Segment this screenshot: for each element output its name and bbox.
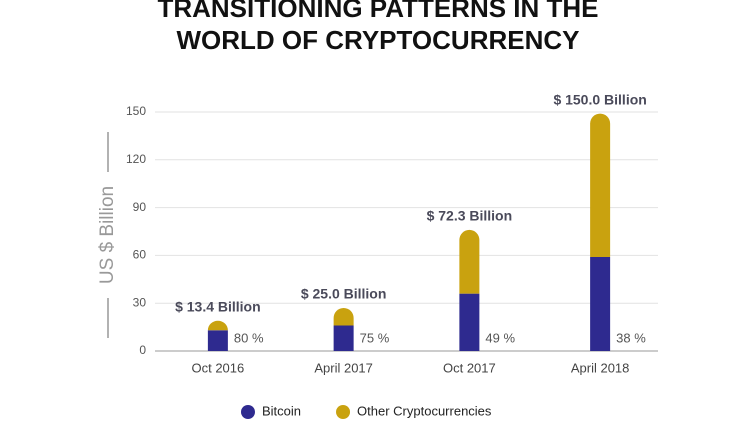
y-tick-label: 120 (126, 152, 146, 166)
x-tick-label: April 2018 (571, 360, 630, 375)
y-tick-label: 30 (133, 295, 147, 309)
bar-segment (207, 320, 228, 331)
y-tick-label: 90 (133, 200, 147, 214)
total-label: $ 13.4 Billion (175, 298, 261, 314)
y-tick-label: 0 (139, 343, 146, 357)
total-label: $ 150.0 Billion (553, 91, 646, 107)
legend-label: Other Cryptocurrencies (357, 403, 492, 418)
bar-segment (459, 293, 480, 351)
legend-label: Bitcoin (262, 403, 301, 418)
bar-segment (459, 229, 480, 294)
y-axis-label: US $ Billion (97, 186, 118, 284)
x-tick-label: April 2017 (314, 360, 373, 375)
legend-swatch (336, 405, 351, 419)
total-label: $ 25.0 Billion (301, 286, 387, 302)
bar-segment (333, 307, 354, 326)
share-label: 80 % (234, 330, 264, 345)
share-label: 49 % (485, 330, 515, 345)
x-tick-label: Oct 2017 (443, 360, 496, 375)
y-tick-label: 60 (133, 248, 147, 262)
bar-segment (207, 330, 228, 351)
bar-segment (590, 256, 611, 351)
share-label: 75 % (360, 330, 390, 345)
chart-title: WORLD OF CRYPTOCURRENCY (177, 25, 580, 55)
x-tick-label: Oct 2016 (191, 360, 244, 375)
bar-segment (590, 113, 611, 257)
legend-swatch (241, 405, 255, 419)
y-tick-label: 150 (126, 104, 146, 118)
bar-segment (333, 325, 354, 351)
share-label: 38 % (616, 330, 646, 345)
total-label: $ 72.3 Billion (427, 208, 513, 224)
chart-title: TRANSITIONING PATTERNS IN THE (157, 0, 598, 23)
